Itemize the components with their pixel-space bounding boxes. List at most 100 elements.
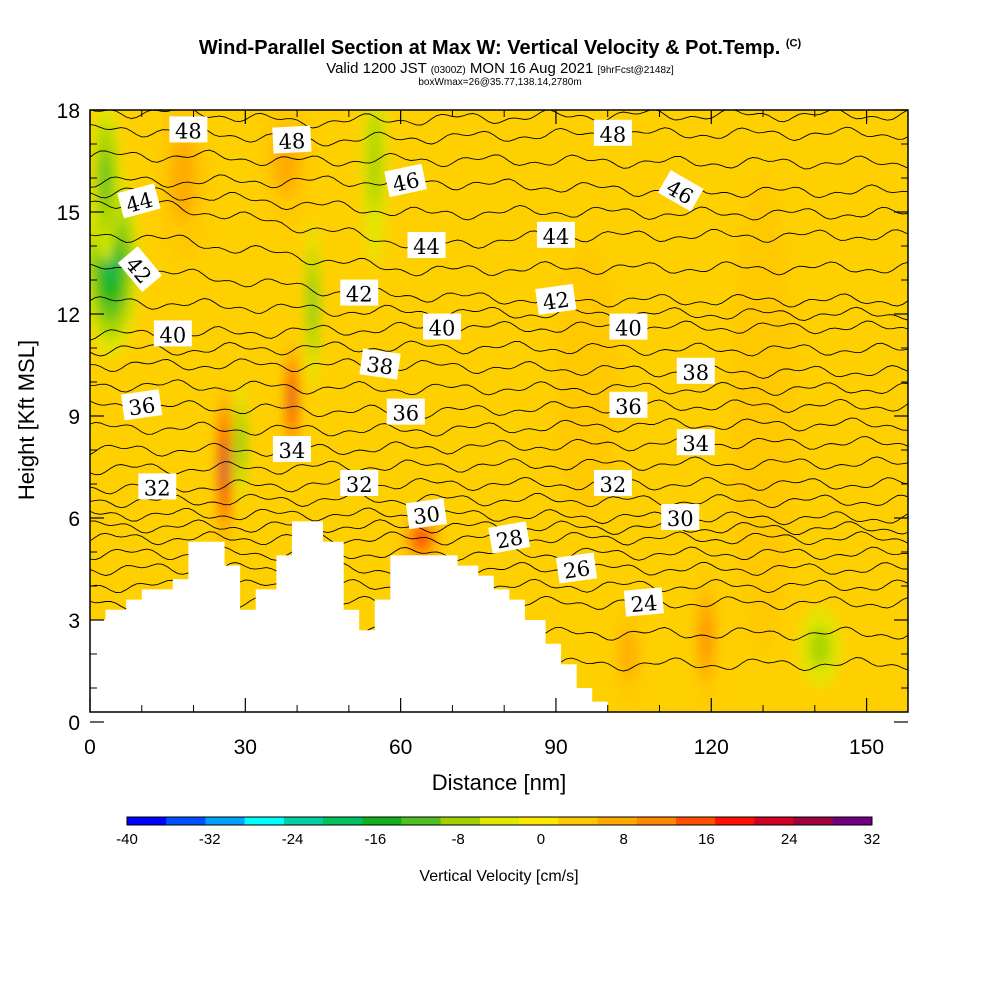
isentrope-label-box: [340, 470, 379, 496]
isentrope-line: [90, 174, 908, 199]
velocity-anomalies: [90, 110, 841, 705]
colorbar-label: -16: [364, 831, 386, 848]
isentrope-label: 30: [661, 504, 700, 531]
isentrope-line: [90, 379, 908, 396]
isentrope-label: 26: [555, 552, 598, 584]
isentrope-line: [90, 110, 908, 129]
colorbar-label: -32: [199, 831, 221, 848]
colorbar-swatch: [519, 817, 559, 825]
colorbar-swatch: [832, 817, 873, 825]
colorbar-label: 0: [537, 831, 545, 848]
x-axis-title: Distance [nm]: [432, 770, 567, 795]
y-tick-label: 0: [68, 712, 80, 735]
valid-date: MON 16 Aug 2021: [469, 60, 594, 77]
x-tick-label: 150: [849, 736, 884, 759]
velocity-cell: [731, 178, 795, 654]
colorbar-frame: [126, 816, 873, 826]
isentrope-label: 32: [340, 470, 379, 497]
isentrope-label-box: [340, 279, 379, 306]
isentrope-label-box: [676, 357, 715, 384]
isentrope-label: 42: [340, 279, 379, 307]
velocity-cell: [701, 614, 711, 660]
isentrope-label-text: 42: [346, 283, 373, 307]
isentrope-label-box: [405, 498, 448, 530]
colorbar-label: 16: [698, 831, 715, 848]
isentrope-label-box: [488, 521, 531, 554]
isentrope-line: [90, 233, 908, 277]
colorbar-swatch: [793, 817, 834, 825]
isentrope-label: 30: [405, 498, 448, 530]
colorbar-label: -24: [282, 831, 304, 848]
y-tick-label: 6: [68, 508, 80, 531]
isentrope-label-box: [117, 246, 163, 293]
y-tick-label: 12: [57, 304, 80, 327]
isentrope-label: 36: [121, 389, 163, 421]
isentrope-label-box: [623, 587, 664, 617]
colorbar-swatch: [675, 817, 716, 825]
isentrope-label: 44: [536, 221, 575, 249]
isentrope-label-text: 48: [278, 129, 306, 154]
isentrope-line: [90, 187, 908, 221]
isentrope-label-box: [535, 283, 577, 315]
x-tick-label: 120: [694, 736, 729, 759]
plot-frame: [89, 109, 909, 713]
isentrope-label-box: [153, 320, 192, 347]
isentrope-line: [90, 398, 908, 419]
isentrope-label-box: [536, 221, 575, 248]
isentrope-line: [301, 110, 303, 111]
isentrope-line: [90, 320, 908, 341]
velocity-cell: [809, 626, 831, 668]
chart-title-text: Wind-Parallel Section at Max W: Vertical…: [198, 37, 781, 59]
isentrope-label: 36: [609, 391, 648, 419]
isentrope-label: 36: [386, 398, 425, 426]
velocity-cell: [310, 275, 316, 333]
colorbar-swatch: [558, 817, 599, 825]
y-tick-label: 18: [57, 100, 80, 123]
isentrope-label-text: 30: [667, 507, 694, 531]
isentrope-label-box: [169, 116, 208, 143]
isentrope-label-text: 48: [175, 119, 202, 143]
isentrope-label-box: [661, 504, 700, 530]
isentrope-label-box: [609, 313, 648, 340]
isentrope-label-text: 34: [682, 432, 709, 456]
velocity-cell: [100, 149, 111, 207]
isentrope-label-text: 46: [390, 168, 421, 197]
isentrope-label: 42: [535, 283, 577, 315]
x-tick-label: 30: [234, 736, 257, 759]
isentrope-line: [90, 456, 908, 476]
isentrope-label: 32: [138, 473, 177, 500]
isentrope-line: [90, 124, 908, 147]
isentrope-line: [90, 296, 908, 322]
colorbar-swatch: [205, 817, 246, 825]
isentrope-label-text: 38: [365, 352, 395, 379]
isentrope-label-box: [407, 232, 446, 258]
isentrope-line: [90, 507, 908, 526]
isentrope-label: 28: [488, 521, 531, 554]
colorbar-label: -8: [451, 831, 464, 848]
colorbar-title: Vertical Velocity [cm/s]: [419, 868, 578, 885]
isentrope-label-text: 40: [615, 317, 642, 341]
isentrope-label: 38: [359, 348, 401, 380]
isentrope-label-text: 44: [543, 225, 570, 249]
isentrope-label: 34: [272, 436, 311, 463]
velocity-cell: [290, 389, 293, 409]
isentrope-label: 40: [423, 313, 462, 341]
colorbar-swatch: [597, 817, 638, 825]
velocity-cell: [223, 455, 226, 479]
isentrope-label-box: [423, 313, 462, 340]
isentrope-line: [90, 198, 908, 249]
isentrope-label-text: 24: [630, 591, 659, 617]
isentrope-line: [90, 492, 908, 509]
colorbar-swatch: [401, 817, 442, 825]
chart-subtitle: Valid 1200 JST (0300Z) MON 16 Aug 2021 […: [0, 60, 1000, 77]
colorbar: -40 -32 -24 -16 -8 0 8 16 24 32: [116, 816, 880, 848]
isentrope-line: [90, 340, 908, 357]
colorbar-swatch: [479, 817, 520, 825]
velocity-cell: [417, 532, 426, 544]
colorbar-swatch: [244, 817, 285, 825]
colorbar-label: -40: [116, 831, 138, 848]
isentrope-label: 40: [153, 320, 192, 347]
velocity-cell: [170, 135, 197, 221]
